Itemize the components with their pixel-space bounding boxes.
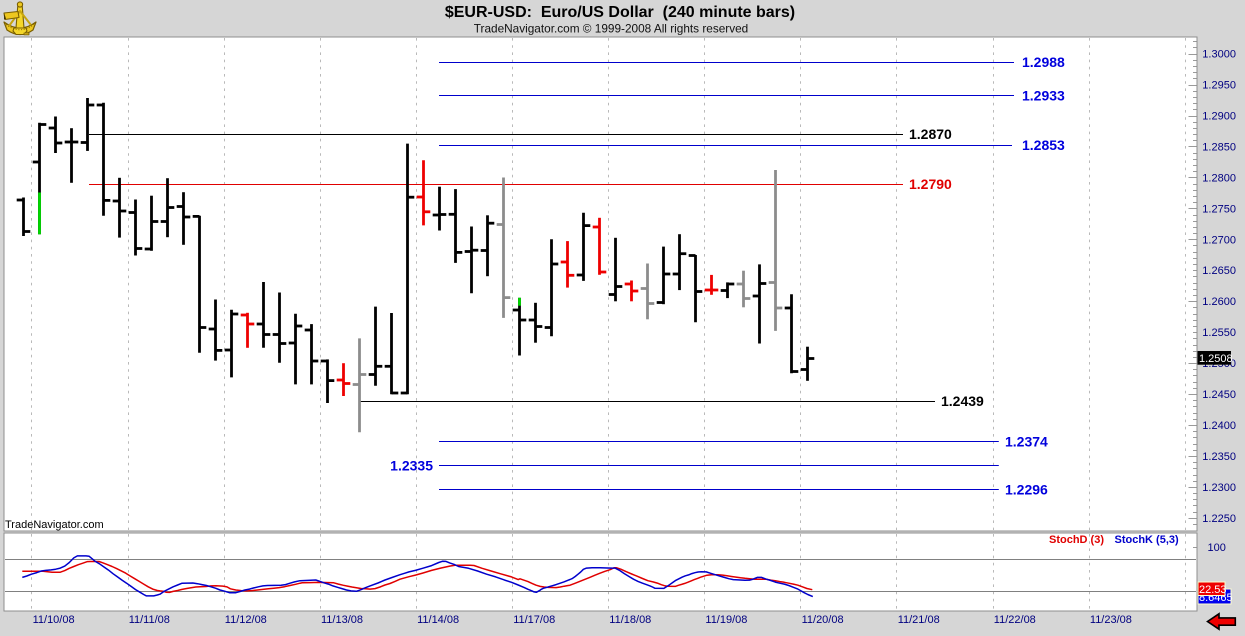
svg-text:1.2900: 1.2900: [1202, 111, 1236, 123]
svg-text:1.2400: 1.2400: [1202, 420, 1236, 432]
svg-text:1.2335: 1.2335: [390, 457, 433, 473]
svg-text:11/20/08: 11/20/08: [802, 614, 844, 626]
svg-text:StochK (5,3): StochK (5,3): [1115, 534, 1180, 546]
svg-text:11/11/08: 11/11/08: [129, 614, 170, 626]
svg-text:1.2750: 1.2750: [1202, 203, 1236, 215]
svg-text:11/14/08: 11/14/08: [417, 614, 459, 626]
svg-text:1.2853: 1.2853: [1022, 137, 1065, 153]
svg-text:1.2439: 1.2439: [941, 393, 984, 409]
svg-text:1.2300: 1.2300: [1202, 482, 1236, 494]
svg-text:11/21/08: 11/21/08: [898, 614, 940, 626]
svg-text:1.2550: 1.2550: [1202, 327, 1236, 339]
svg-text:11/10/08: 11/10/08: [33, 614, 75, 626]
svg-text:1.2790: 1.2790: [909, 176, 952, 192]
svg-text:TradeNavigator.com: TradeNavigator.com: [5, 519, 104, 531]
svg-text:1.2870: 1.2870: [909, 126, 952, 142]
svg-text:11/22/08: 11/22/08: [994, 614, 1036, 626]
svg-text:1.2250: 1.2250: [1202, 513, 1236, 525]
svg-text:1.2650: 1.2650: [1202, 265, 1236, 277]
svg-text:1.3000: 1.3000: [1202, 49, 1236, 61]
svg-text:1.2350: 1.2350: [1202, 451, 1236, 463]
svg-text:1.2950: 1.2950: [1202, 80, 1236, 92]
svg-text:11/18/08: 11/18/08: [609, 614, 651, 626]
svg-text:1.2508: 1.2508: [1199, 353, 1233, 365]
svg-text:100: 100: [1208, 542, 1226, 554]
svg-text:11/17/08: 11/17/08: [513, 614, 555, 626]
svg-text:1.2800: 1.2800: [1202, 172, 1236, 184]
svg-text:1.2296: 1.2296: [1005, 482, 1048, 498]
svg-text:11/13/08: 11/13/08: [321, 614, 363, 626]
svg-text:11/23/08: 11/23/08: [1090, 614, 1132, 626]
svg-text:11/19/08: 11/19/08: [705, 614, 747, 626]
svg-text:1.2850: 1.2850: [1202, 141, 1236, 153]
svg-text:1.2700: 1.2700: [1202, 234, 1236, 246]
svg-text:1.2600: 1.2600: [1202, 296, 1236, 308]
svg-text:1.2933: 1.2933: [1022, 87, 1065, 103]
svg-text:$EUR-USD: Euro/US Dollar (24: $EUR-USD: Euro/US Dollar (240 minute bar…: [445, 4, 795, 21]
svg-text:TradeNavigator.com © 1999-2008: TradeNavigator.com © 1999-2008 All right…: [474, 22, 748, 36]
svg-text:1.2450: 1.2450: [1202, 389, 1236, 401]
svg-text:StochD (3): StochD (3): [1049, 534, 1104, 546]
svg-text:1.2988: 1.2988: [1022, 54, 1065, 70]
svg-text:11/12/08: 11/12/08: [225, 614, 267, 626]
svg-text:1.2374: 1.2374: [1005, 434, 1048, 450]
svg-text:22.53: 22.53: [1199, 584, 1227, 596]
